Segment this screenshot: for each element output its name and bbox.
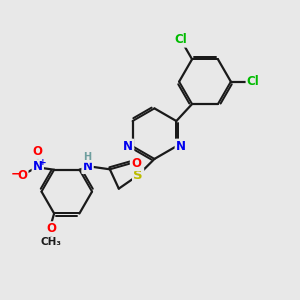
Text: O: O bbox=[131, 157, 141, 170]
Text: CH₃: CH₃ bbox=[41, 237, 62, 247]
Text: +: + bbox=[39, 158, 46, 166]
Text: N: N bbox=[33, 160, 43, 173]
Text: S: S bbox=[133, 169, 143, 182]
Text: O: O bbox=[46, 222, 56, 236]
Text: N: N bbox=[123, 140, 133, 153]
Text: N: N bbox=[176, 140, 186, 153]
Text: H: H bbox=[83, 152, 92, 162]
Text: N: N bbox=[82, 160, 93, 173]
Text: O: O bbox=[33, 145, 43, 158]
Text: Cl: Cl bbox=[175, 33, 187, 46]
Text: Cl: Cl bbox=[247, 75, 260, 88]
Text: O: O bbox=[17, 169, 27, 182]
Text: −: − bbox=[11, 167, 22, 180]
